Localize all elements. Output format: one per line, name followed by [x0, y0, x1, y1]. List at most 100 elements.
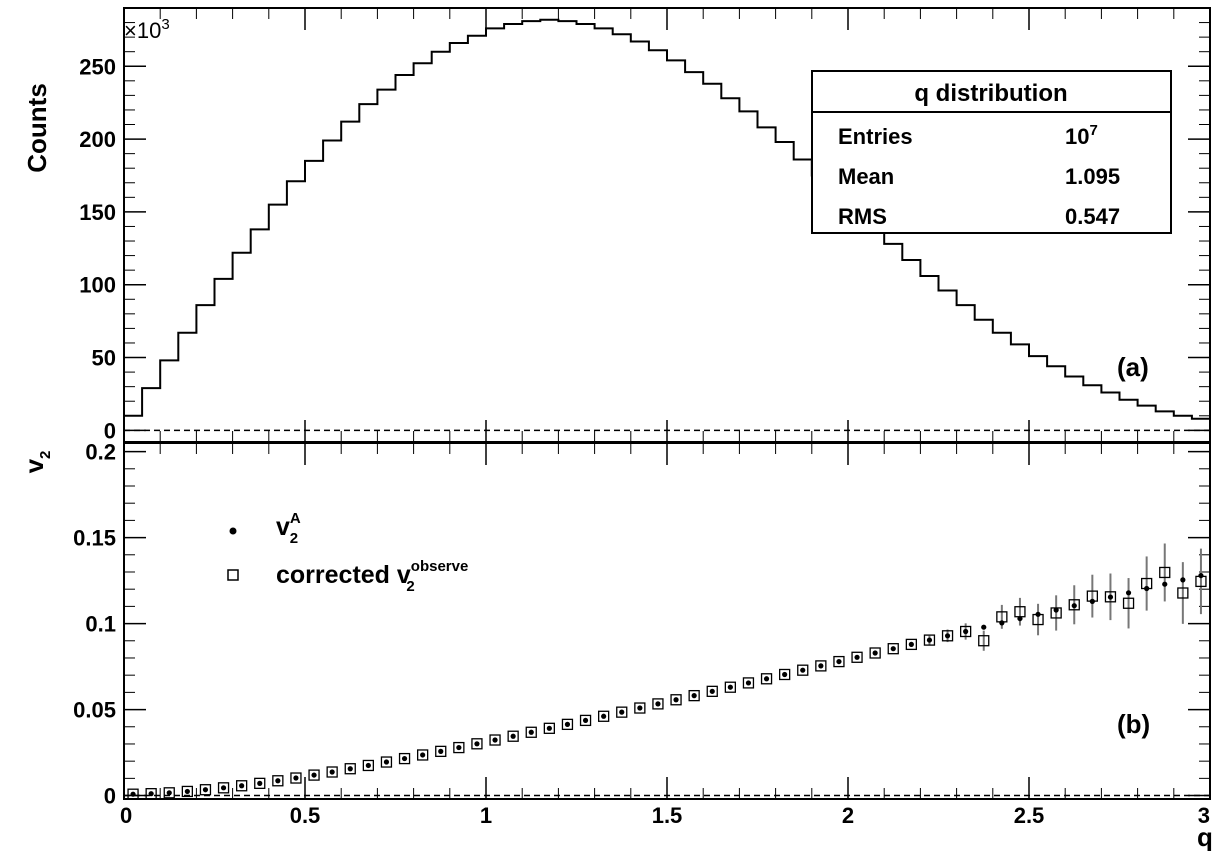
va-point — [1162, 581, 1168, 587]
va-point — [981, 624, 987, 630]
corrected-point — [163, 787, 175, 799]
va-point — [872, 650, 878, 656]
corrected-point — [398, 752, 411, 765]
corrected-point — [869, 647, 881, 659]
va-point — [601, 713, 607, 719]
va-point — [293, 775, 299, 781]
corrected-point — [543, 722, 555, 734]
va-point — [148, 791, 154, 797]
x-tick-label: 3 — [1198, 803, 1210, 828]
va-point — [383, 759, 390, 765]
corrected-point — [181, 785, 194, 798]
corrected-point — [634, 702, 646, 714]
panel-a-label: (a) — [1117, 352, 1149, 382]
panel-b-scatter: 0 0.05 0.1 0.15 0.2 0 0.5 1 1.5 2 2.5 3 v2 q vA 2 c… — [19, 440, 1213, 851]
corrected-point — [145, 788, 157, 800]
corrected-point — [887, 643, 899, 655]
va-point — [257, 780, 263, 786]
corrected-point — [1068, 599, 1080, 611]
va-point — [546, 725, 552, 731]
stats-value-rms: 0.547 — [1065, 204, 1120, 229]
x-tick-label: 0 — [120, 803, 132, 828]
corrected-point — [1159, 566, 1171, 579]
panel-a-y-axis-title: Counts — [22, 83, 52, 173]
corrected-point — [272, 775, 284, 787]
va-point — [999, 620, 1005, 626]
corrected-point — [127, 788, 139, 800]
va-point — [184, 788, 190, 795]
va-point — [220, 785, 227, 791]
va-point — [836, 658, 842, 665]
y-tick-label: 0 — [104, 784, 116, 809]
va-point — [908, 641, 914, 647]
panel-b-x-ticks: 0 0.5 1 1.5 2 2.5 3 — [120, 443, 1211, 828]
corrected-point — [616, 706, 628, 718]
y-tick-label: 100 — [79, 273, 116, 298]
corrected-point — [308, 769, 320, 781]
va-point — [510, 733, 516, 739]
panel-b-y-axis-title: v2 — [19, 451, 54, 474]
corrected-point — [706, 685, 718, 697]
va-point — [1144, 585, 1150, 592]
corrected-point — [760, 673, 773, 685]
va-point — [1125, 590, 1132, 596]
va-point — [1180, 577, 1186, 583]
panel-a-y-ticks: 0 50 100 150 200 250 — [79, 7, 1210, 443]
corrected-point — [254, 777, 266, 789]
panel-a-x-ticks — [123, 8, 1211, 442]
y-tick-label: 0.15 — [73, 526, 116, 551]
stats-label-mean: Mean — [838, 164, 894, 189]
corrected-point — [362, 759, 375, 772]
y-tick-label: 0.05 — [73, 698, 116, 723]
y-tick-label: 0.2 — [85, 440, 116, 465]
va-point — [492, 737, 498, 743]
va-point — [239, 783, 245, 789]
corrected-point — [960, 625, 972, 638]
y-tick-label: 0 — [104, 418, 116, 443]
va-point — [474, 741, 480, 747]
y-tick-label: 50 — [92, 346, 116, 371]
corrected-point — [489, 734, 501, 746]
corrected-point — [380, 756, 393, 768]
corrected-point — [779, 668, 791, 681]
corrected-point — [1177, 587, 1189, 599]
va-point — [528, 729, 534, 735]
va-point — [420, 752, 426, 758]
histogram-line — [124, 18, 1210, 420]
corrected-point — [815, 660, 827, 672]
va-point — [926, 637, 933, 643]
corrected-point — [561, 718, 574, 731]
corrected-point — [978, 635, 990, 647]
stats-label-entries: Entries — [838, 124, 913, 149]
panel-b-x-axis-title: q — [1197, 822, 1213, 851]
y-tick-label: 200 — [79, 127, 116, 152]
va-point — [1089, 598, 1095, 604]
corrected-point — [525, 726, 537, 738]
legend-marker-dot — [229, 527, 237, 535]
panel-a-histogram: 0 50 100 150 200 250 Counts ×103 q distributi… — [22, 7, 1211, 443]
corrected-point — [471, 738, 483, 750]
va-point — [619, 709, 625, 715]
y-tick-label: 0.1 — [85, 612, 116, 637]
va-point — [890, 646, 896, 652]
corrected-point — [416, 749, 429, 761]
va-point — [1035, 611, 1041, 617]
panel-b-points — [127, 543, 1207, 800]
va-point — [365, 762, 371, 769]
corrected-point — [1122, 597, 1135, 609]
va-point — [401, 755, 408, 762]
va-point — [275, 778, 281, 784]
va-point — [727, 684, 733, 690]
corrected-point — [507, 730, 519, 742]
va-point — [1198, 572, 1204, 579]
va-point — [1053, 607, 1059, 613]
va-point — [1071, 603, 1077, 609]
va-point — [329, 769, 335, 775]
va-point — [347, 766, 353, 772]
va-point — [456, 744, 462, 751]
y-tick-label: 250 — [79, 54, 116, 79]
legend: vA 2 corrected vobserve 2 — [227, 510, 468, 595]
va-point — [818, 663, 824, 669]
va-point — [763, 676, 770, 682]
y-multiplier: ×103 — [124, 16, 170, 43]
